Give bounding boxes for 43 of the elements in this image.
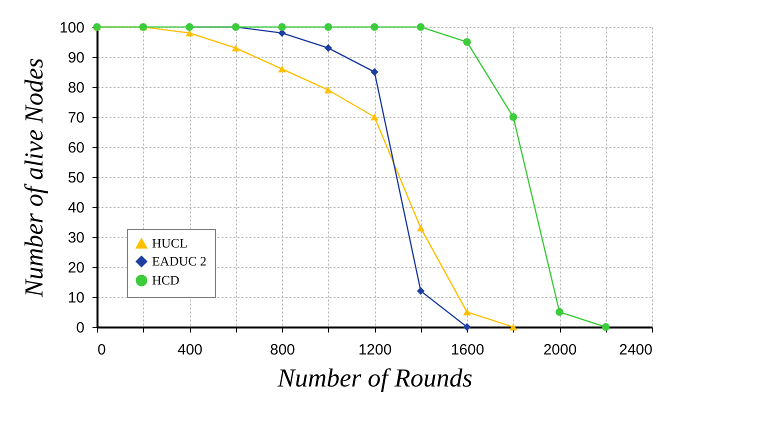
point <box>324 86 332 94</box>
point <box>463 38 471 46</box>
point <box>416 23 425 31</box>
point <box>509 113 518 121</box>
y-tick-label: 0 <box>76 320 84 336</box>
x-tick-label: 1200 <box>358 342 392 358</box>
y-tick-label: 50 <box>68 170 84 186</box>
x-tick-label: 2400 <box>619 342 652 358</box>
y-tick-label: 100 <box>59 20 84 36</box>
y-tick-label: 40 <box>68 200 84 216</box>
x-tick-label: 400 <box>177 342 203 358</box>
y-axis-title: Number of alive Nodes <box>19 58 48 298</box>
point <box>416 224 425 232</box>
point <box>278 23 286 31</box>
legend-label: HCD <box>152 272 180 288</box>
y-tick-label: 20 <box>68 260 84 276</box>
y-tick-label: 10 <box>68 290 84 306</box>
point <box>463 308 471 316</box>
y-tick-label: 90 <box>68 50 84 66</box>
point <box>232 44 240 52</box>
point <box>370 23 378 31</box>
point <box>324 44 332 52</box>
point <box>556 308 564 316</box>
x-tick-label: 1600 <box>450 342 484 358</box>
y-tick-label: 60 <box>68 140 84 156</box>
legend-label: EADUC 2 <box>152 254 207 268</box>
x-tick-label: 0 <box>98 342 106 358</box>
point <box>416 287 425 295</box>
legend-label: HUCL <box>152 236 188 250</box>
x-tick-label: 800 <box>270 342 296 358</box>
point <box>602 323 610 331</box>
x-axis-title: Number of Rounds <box>276 364 472 392</box>
point <box>509 324 518 330</box>
y-tick-label: 70 <box>68 110 84 126</box>
y-tick-label: 80 <box>68 80 84 96</box>
point <box>370 114 378 120</box>
point <box>278 66 286 72</box>
point <box>186 30 194 36</box>
point <box>324 23 332 31</box>
x-tick-label: 2000 <box>543 342 577 358</box>
point <box>463 323 471 331</box>
y-tick-label: 30 <box>68 230 84 246</box>
point <box>370 68 378 76</box>
